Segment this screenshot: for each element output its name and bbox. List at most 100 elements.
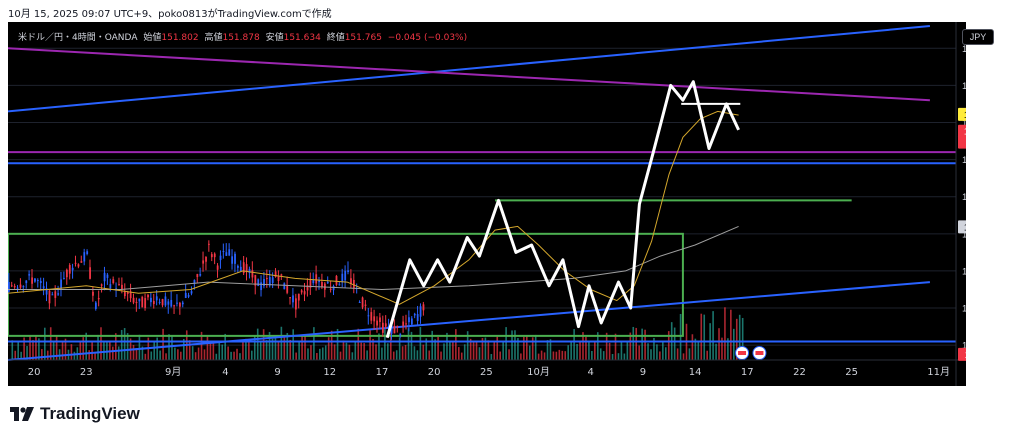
candle-body: [89, 267, 91, 279]
volume-bar: [262, 329, 265, 360]
volume-bar: [659, 351, 661, 360]
time-tick-label: 22: [793, 367, 806, 378]
volume-bar: [138, 334, 141, 360]
candle-body: [193, 280, 196, 284]
volume-bar: [582, 332, 584, 360]
candle-body: [312, 279, 315, 284]
volume-bar: [579, 340, 581, 360]
volume-bar: [88, 350, 90, 360]
volume-bar: [85, 332, 88, 360]
candle-body: [329, 288, 332, 290]
candle-body: [266, 278, 268, 280]
volume-bar: [117, 346, 120, 360]
price-tick-label: 149.000: [962, 229, 966, 240]
volume-bar: [64, 338, 67, 360]
volume-bar: [656, 344, 658, 360]
volume-bar: [363, 343, 365, 360]
volume-bar: [508, 349, 510, 360]
price-label-box: [958, 107, 966, 121]
candle-body: [74, 262, 77, 264]
candle-body: [390, 324, 393, 334]
candle-body: [68, 265, 71, 274]
chart-frame[interactable]: 米ドル／円・4時間・OANDA 始値151.802 高値151.878 安値15…: [8, 22, 966, 386]
candle-body: [60, 279, 62, 289]
volume-bar: [443, 343, 445, 360]
volume-bar: [431, 330, 433, 360]
volume-bar: [422, 344, 425, 360]
volume-bar: [517, 338, 519, 360]
volume-bar: [466, 331, 469, 360]
volume-bar: [156, 337, 158, 360]
volume-bar: [632, 326, 635, 360]
tradingview-logo[interactable]: TradingView: [10, 404, 140, 424]
volume-bar: [490, 353, 493, 360]
time-tick-label: 20: [428, 367, 441, 378]
volume-bar: [605, 332, 608, 360]
volume-bar: [712, 311, 714, 360]
candle-body: [42, 286, 45, 289]
candle-body: [167, 301, 170, 305]
volume-bar: [126, 333, 129, 360]
volume-bar: [564, 351, 567, 360]
candle-body: [376, 320, 378, 326]
volume-bar: [182, 338, 185, 360]
candle-body: [364, 304, 367, 306]
volume-bar: [348, 344, 351, 360]
candle-body: [338, 284, 341, 286]
volume-bar: [650, 349, 652, 360]
volume-bar: [120, 329, 123, 360]
volume-bar: [253, 335, 256, 360]
volume-bar: [703, 314, 706, 360]
currency-button[interactable]: JPY: [962, 29, 994, 45]
price-tick-label: 153.000: [962, 81, 966, 92]
volume-bar: [664, 347, 667, 360]
volume-bar: [55, 335, 58, 360]
candle-body: [16, 287, 19, 289]
volume-bar: [697, 340, 700, 360]
volume-bar: [82, 337, 85, 360]
candle-body: [219, 255, 222, 261]
candle-body: [408, 317, 410, 323]
volume-bar: [251, 350, 253, 360]
candle-body: [315, 274, 318, 284]
ma-long-line: [8, 225, 739, 291]
volume-bar: [304, 335, 306, 360]
volume-bar: [233, 351, 235, 360]
candle-body: [34, 278, 36, 282]
volume-bar: [647, 343, 649, 360]
volume-bar: [100, 327, 102, 360]
candle-body: [303, 291, 306, 295]
us-event-flag: [755, 351, 764, 355]
candle-body: [161, 299, 164, 306]
candle-body: [141, 296, 144, 308]
time-tick-label: 11月: [927, 366, 950, 378]
price-tick-label: 147.000: [962, 304, 966, 315]
symbol-name[interactable]: 米ドル／円・4時間・OANDA: [18, 33, 138, 43]
candle-body: [286, 285, 289, 293]
candle-body: [358, 301, 361, 303]
volume-bar: [484, 337, 487, 360]
volume-bar: [150, 351, 153, 360]
candle-body: [254, 275, 257, 286]
candle-body: [8, 282, 10, 292]
volume-bar: [200, 331, 203, 360]
price-chart[interactable]: 20239月491217202510月491417222511月146.0001…: [8, 22, 966, 386]
volume-bar: [378, 333, 380, 360]
volume-bar: [694, 338, 697, 360]
candle-body: [190, 291, 193, 294]
volume-bar: [271, 338, 274, 360]
volume-bar: [552, 351, 555, 360]
time-tick-label: 9: [640, 367, 646, 378]
volume-bar: [543, 352, 546, 360]
candle-body: [297, 293, 300, 301]
volume-bar: [617, 353, 620, 360]
candle-body: [208, 243, 210, 245]
volume-bar: [641, 328, 643, 360]
price-tick-label: 152.000: [962, 118, 966, 129]
volume-bar: [425, 338, 428, 360]
open-label: 始値: [143, 33, 162, 43]
close-label: 終値: [326, 33, 345, 43]
volume-bar: [585, 336, 587, 360]
candle-body: [242, 262, 245, 274]
close-value: 151.765: [344, 33, 382, 43]
